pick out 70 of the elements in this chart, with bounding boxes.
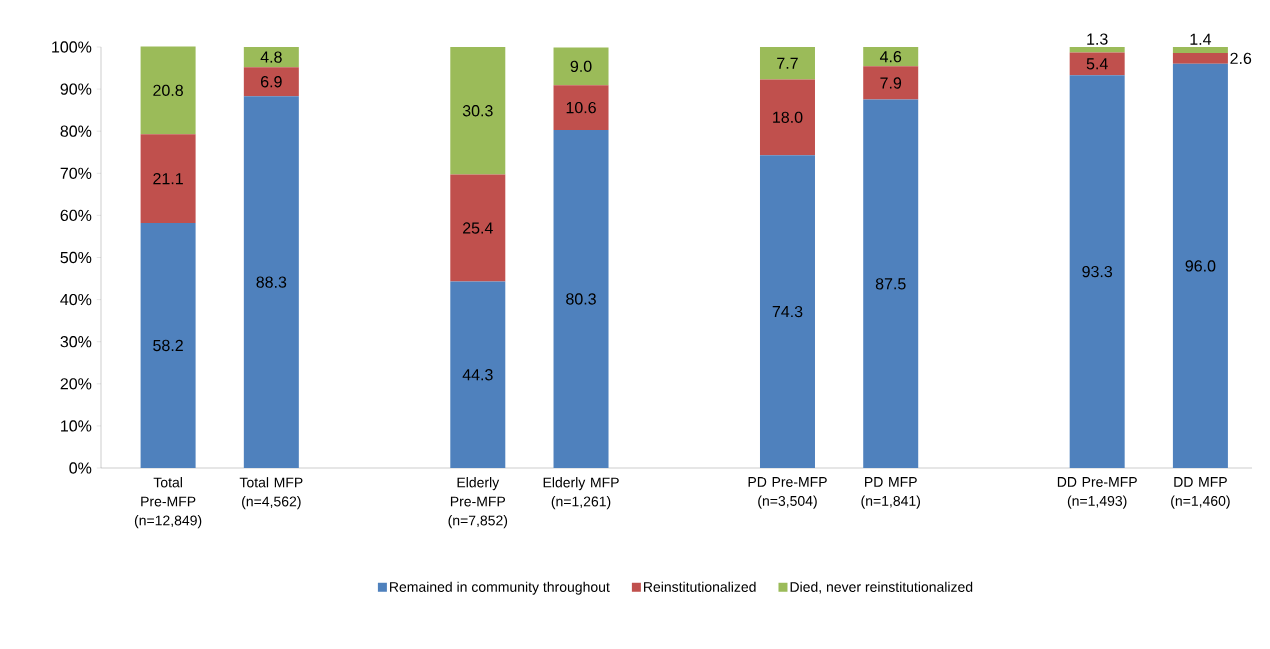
data-label: 4.6 (879, 51, 902, 63)
data-label: 74.3 (772, 305, 803, 318)
legend-label: Died, never reinstitutionalized (790, 581, 973, 594)
data-label: 6.9 (261, 76, 282, 88)
x-tick-label: DD MFP (n=1,460) (1171, 477, 1230, 509)
data-label: 88.3 (256, 276, 287, 288)
data-label: 93.3 (1082, 265, 1113, 278)
x-tick-label: Total Pre-MFP (n=12,849) (134, 477, 202, 529)
x-tick-label: PD Pre-MFP (n=3,504) (748, 477, 827, 509)
y-tick-label: 80% (60, 125, 92, 137)
data-label: 4.8 (260, 51, 282, 63)
data-label: 7.9 (880, 77, 902, 89)
bar (553, 85, 609, 130)
bar (1172, 47, 1228, 53)
bar (759, 79, 815, 156)
legend-label: Remained in community throughout (390, 581, 610, 595)
bar (759, 47, 815, 80)
bar (553, 47, 609, 86)
bar (1069, 52, 1125, 76)
bar (1172, 63, 1228, 468)
bar (1069, 75, 1125, 468)
x-tick-label: Elderly MFP (n=1,261) (543, 477, 619, 510)
bar (1069, 47, 1125, 53)
bar (450, 174, 506, 282)
x-tick-label: Total MFP (n=4,562) (239, 477, 303, 510)
x-tick-label: DD Pre-MFP (n=1,493) (1057, 477, 1137, 509)
data-label: 80.3 (566, 293, 596, 305)
y-tick-label: 50% (60, 251, 92, 264)
bar (450, 281, 506, 468)
data-label: 18.0 (773, 111, 803, 123)
data-label: 7.7 (777, 57, 798, 69)
data-label: 10.6 (566, 101, 596, 114)
bar (759, 155, 815, 468)
bar (140, 134, 196, 223)
x-tick-label: PD MFP (n=1,841) (861, 477, 920, 509)
y-tick-label: 100% (52, 41, 92, 53)
data-label: 44.3 (462, 369, 493, 381)
data-label: 58.2 (153, 339, 183, 352)
bar (863, 66, 919, 100)
bar (243, 47, 299, 68)
data-label: 2.6 (1230, 52, 1252, 65)
legend-label: Reinstitutionalized (644, 581, 756, 592)
bar (450, 47, 506, 175)
bar (243, 96, 299, 468)
data-label: 25.4 (463, 222, 493, 234)
data-label: 1.4 (1190, 33, 1212, 45)
bar (863, 47, 919, 67)
data-label: 96.0 (1185, 260, 1216, 272)
data-label: 1.3 (1087, 33, 1108, 45)
y-tick-label: 90% (60, 83, 92, 95)
y-tick-label: 30% (60, 336, 92, 348)
data-label: 5.4 (1086, 58, 1108, 70)
data-label: 87.5 (875, 278, 906, 290)
y-tick-label: 70% (60, 167, 92, 179)
bar (1172, 52, 1228, 64)
bar (140, 46, 196, 135)
bar (140, 222, 196, 468)
y-tick-label: 0% (69, 462, 92, 474)
data-label: 21.1 (153, 172, 183, 185)
y-tick-label: 20% (60, 378, 92, 390)
y-tick-label: 10% (61, 420, 92, 432)
data-label: 9.0 (570, 60, 592, 73)
data-label: 30.3 (462, 105, 493, 117)
y-tick-label: 40% (60, 293, 92, 306)
bar (243, 67, 299, 97)
bar (863, 99, 919, 468)
bar (553, 129, 609, 468)
y-tick-label: 60% (60, 209, 92, 222)
x-tick-label: Elderly Pre-MFP (n=7,852) (448, 477, 508, 529)
data-label: 20.8 (153, 84, 183, 97)
